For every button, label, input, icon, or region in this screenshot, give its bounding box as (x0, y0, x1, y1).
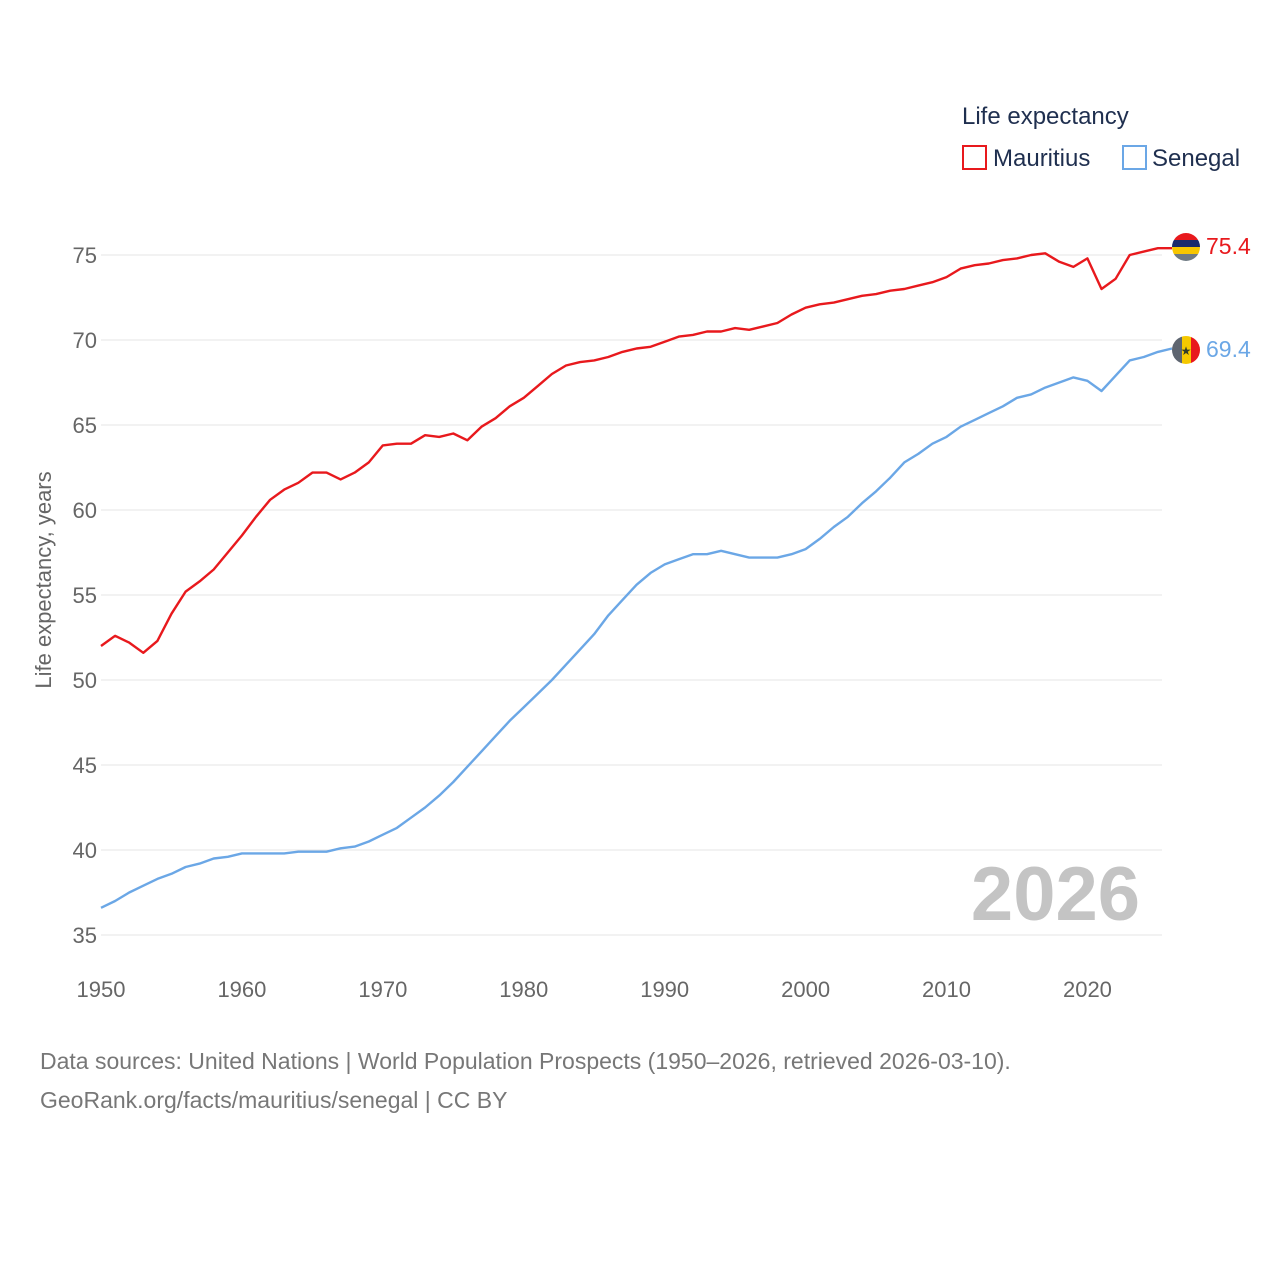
source-footer: Data sources: United Nations | World Pop… (40, 1042, 1011, 1120)
y-tick-label: 60 (73, 498, 97, 523)
mauritius-flag-icon (1172, 233, 1200, 261)
legend-label-mauritius[interactable]: Mauritius (993, 145, 1090, 172)
y-axis-title: Life expectancy, years (31, 471, 56, 688)
x-tick-label: 1960 (217, 977, 266, 1002)
senegal-end-value: 69.4 (1206, 336, 1251, 362)
y-tick-label: 65 (73, 413, 97, 438)
x-tick-label: 1990 (640, 977, 689, 1002)
series-line-senegal[interactable] (100, 347, 1173, 909)
y-tick-label: 50 (73, 668, 97, 693)
source-line: Data sources: United Nations | World Pop… (40, 1048, 1011, 1074)
mauritius-end-value: 75.4 (1206, 233, 1251, 259)
legend-label-senegal[interactable]: Senegal (1152, 145, 1240, 172)
x-tick-label: 2010 (922, 977, 971, 1002)
legend-title: Life expectancy (962, 103, 1129, 130)
x-tick-label: 2020 (1063, 977, 1112, 1002)
legend[interactable]: Life expectancy Mauritius Senegal (962, 103, 1240, 172)
x-tick-label: 1980 (499, 977, 548, 1002)
y-tick-label: 35 (73, 923, 97, 948)
year-watermark: 2026 (971, 852, 1140, 937)
y-tick-label: 75 (73, 243, 97, 268)
svg-text:★: ★ (1181, 344, 1192, 358)
legend-swatch-senegal[interactable] (1122, 145, 1147, 170)
y-tick-label: 70 (73, 328, 97, 353)
series-lines (100, 246, 1173, 909)
gridlines (101, 254, 1162, 936)
series-line-mauritius[interactable] (100, 246, 1172, 654)
x-tick-label: 1970 (358, 977, 407, 1002)
x-tick-label: 2000 (781, 977, 830, 1002)
legend-swatch-mauritius[interactable] (962, 145, 987, 170)
y-tick-label: 40 (73, 838, 97, 863)
attribution-line: GeoRank.org/facts/mauritius/senegal | CC… (40, 1087, 508, 1113)
y-tick-label: 45 (73, 753, 97, 778)
x-tick-label: 1950 (77, 977, 126, 1002)
y-tick-label: 55 (73, 583, 97, 608)
y-axis-ticks: 35 40 45 50 55 60 65 70 75 (73, 243, 97, 948)
life-expectancy-chart: 35 40 45 50 55 60 65 70 75 1950 1960 1970 1980 1990 2… (31, 103, 1251, 1002)
senegal-flag-icon: ★ (1172, 336, 1200, 364)
x-axis-ticks: 1950 1960 1970 1980 1990 2000 2010 2020 (77, 977, 1112, 1002)
